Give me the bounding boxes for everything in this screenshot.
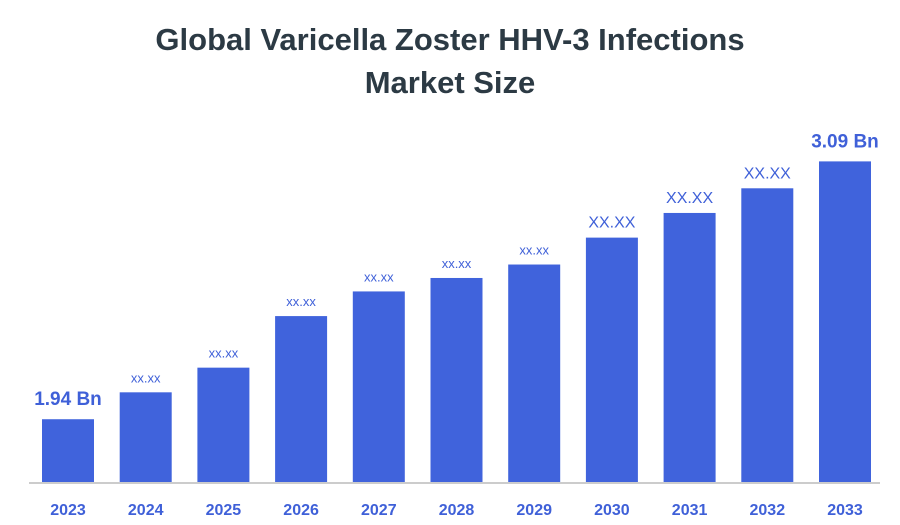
bar-2031 [663, 212, 716, 482]
data-label-2030: XX.XX [588, 215, 635, 232]
bar-2028 [430, 277, 483, 482]
x-tick-label-2023: 2023 [50, 502, 86, 519]
data-label-2031: XX.XX [666, 190, 713, 207]
x-tick-label-2033: 2033 [827, 502, 863, 519]
bar-2023 [42, 419, 94, 482]
bar-2027 [352, 291, 405, 482]
x-tick-label-2032: 2032 [750, 502, 786, 519]
x-tick-label-2027: 2027 [361, 502, 397, 519]
data-label-2033: 3.09 Bn [811, 131, 879, 152]
bar-2033 [819, 161, 871, 482]
data-label-2024: xx.xx [131, 370, 161, 385]
chart-title-line-1: Global Varicella Zoster HHV-3 Infections [155, 22, 745, 57]
bar-2030 [585, 237, 638, 482]
x-tick-label-2026: 2026 [283, 502, 319, 519]
bar-2024 [119, 392, 172, 482]
x-tick-label-2030: 2030 [594, 502, 630, 519]
x-tick-label-2028: 2028 [439, 502, 475, 519]
x-tick-label-2031: 2031 [672, 502, 708, 519]
data-label-2025: xx.xx [209, 346, 239, 361]
data-label-2028: xx.xx [442, 256, 472, 271]
data-label-2027: xx.xx [364, 269, 394, 284]
data-label-2023: 1.94 Bn [34, 389, 102, 410]
chart-title-line-2: Market Size [364, 65, 536, 100]
data-label-2029: xx.xx [519, 243, 549, 258]
bar-2032 [741, 188, 794, 482]
chart-title: Global Varicella Zoster HHV-3 Infections… [0, 18, 900, 104]
x-tick-label-2024: 2024 [128, 502, 164, 519]
bar-2026 [275, 316, 328, 482]
x-tick-label-2025: 2025 [206, 502, 242, 519]
bar-2025 [197, 367, 250, 482]
data-label-2026: xx.xx [286, 294, 316, 309]
x-tick-label-2029: 2029 [516, 502, 552, 519]
bar-2029 [508, 264, 561, 482]
data-label-2032: XX.XX [744, 165, 791, 182]
